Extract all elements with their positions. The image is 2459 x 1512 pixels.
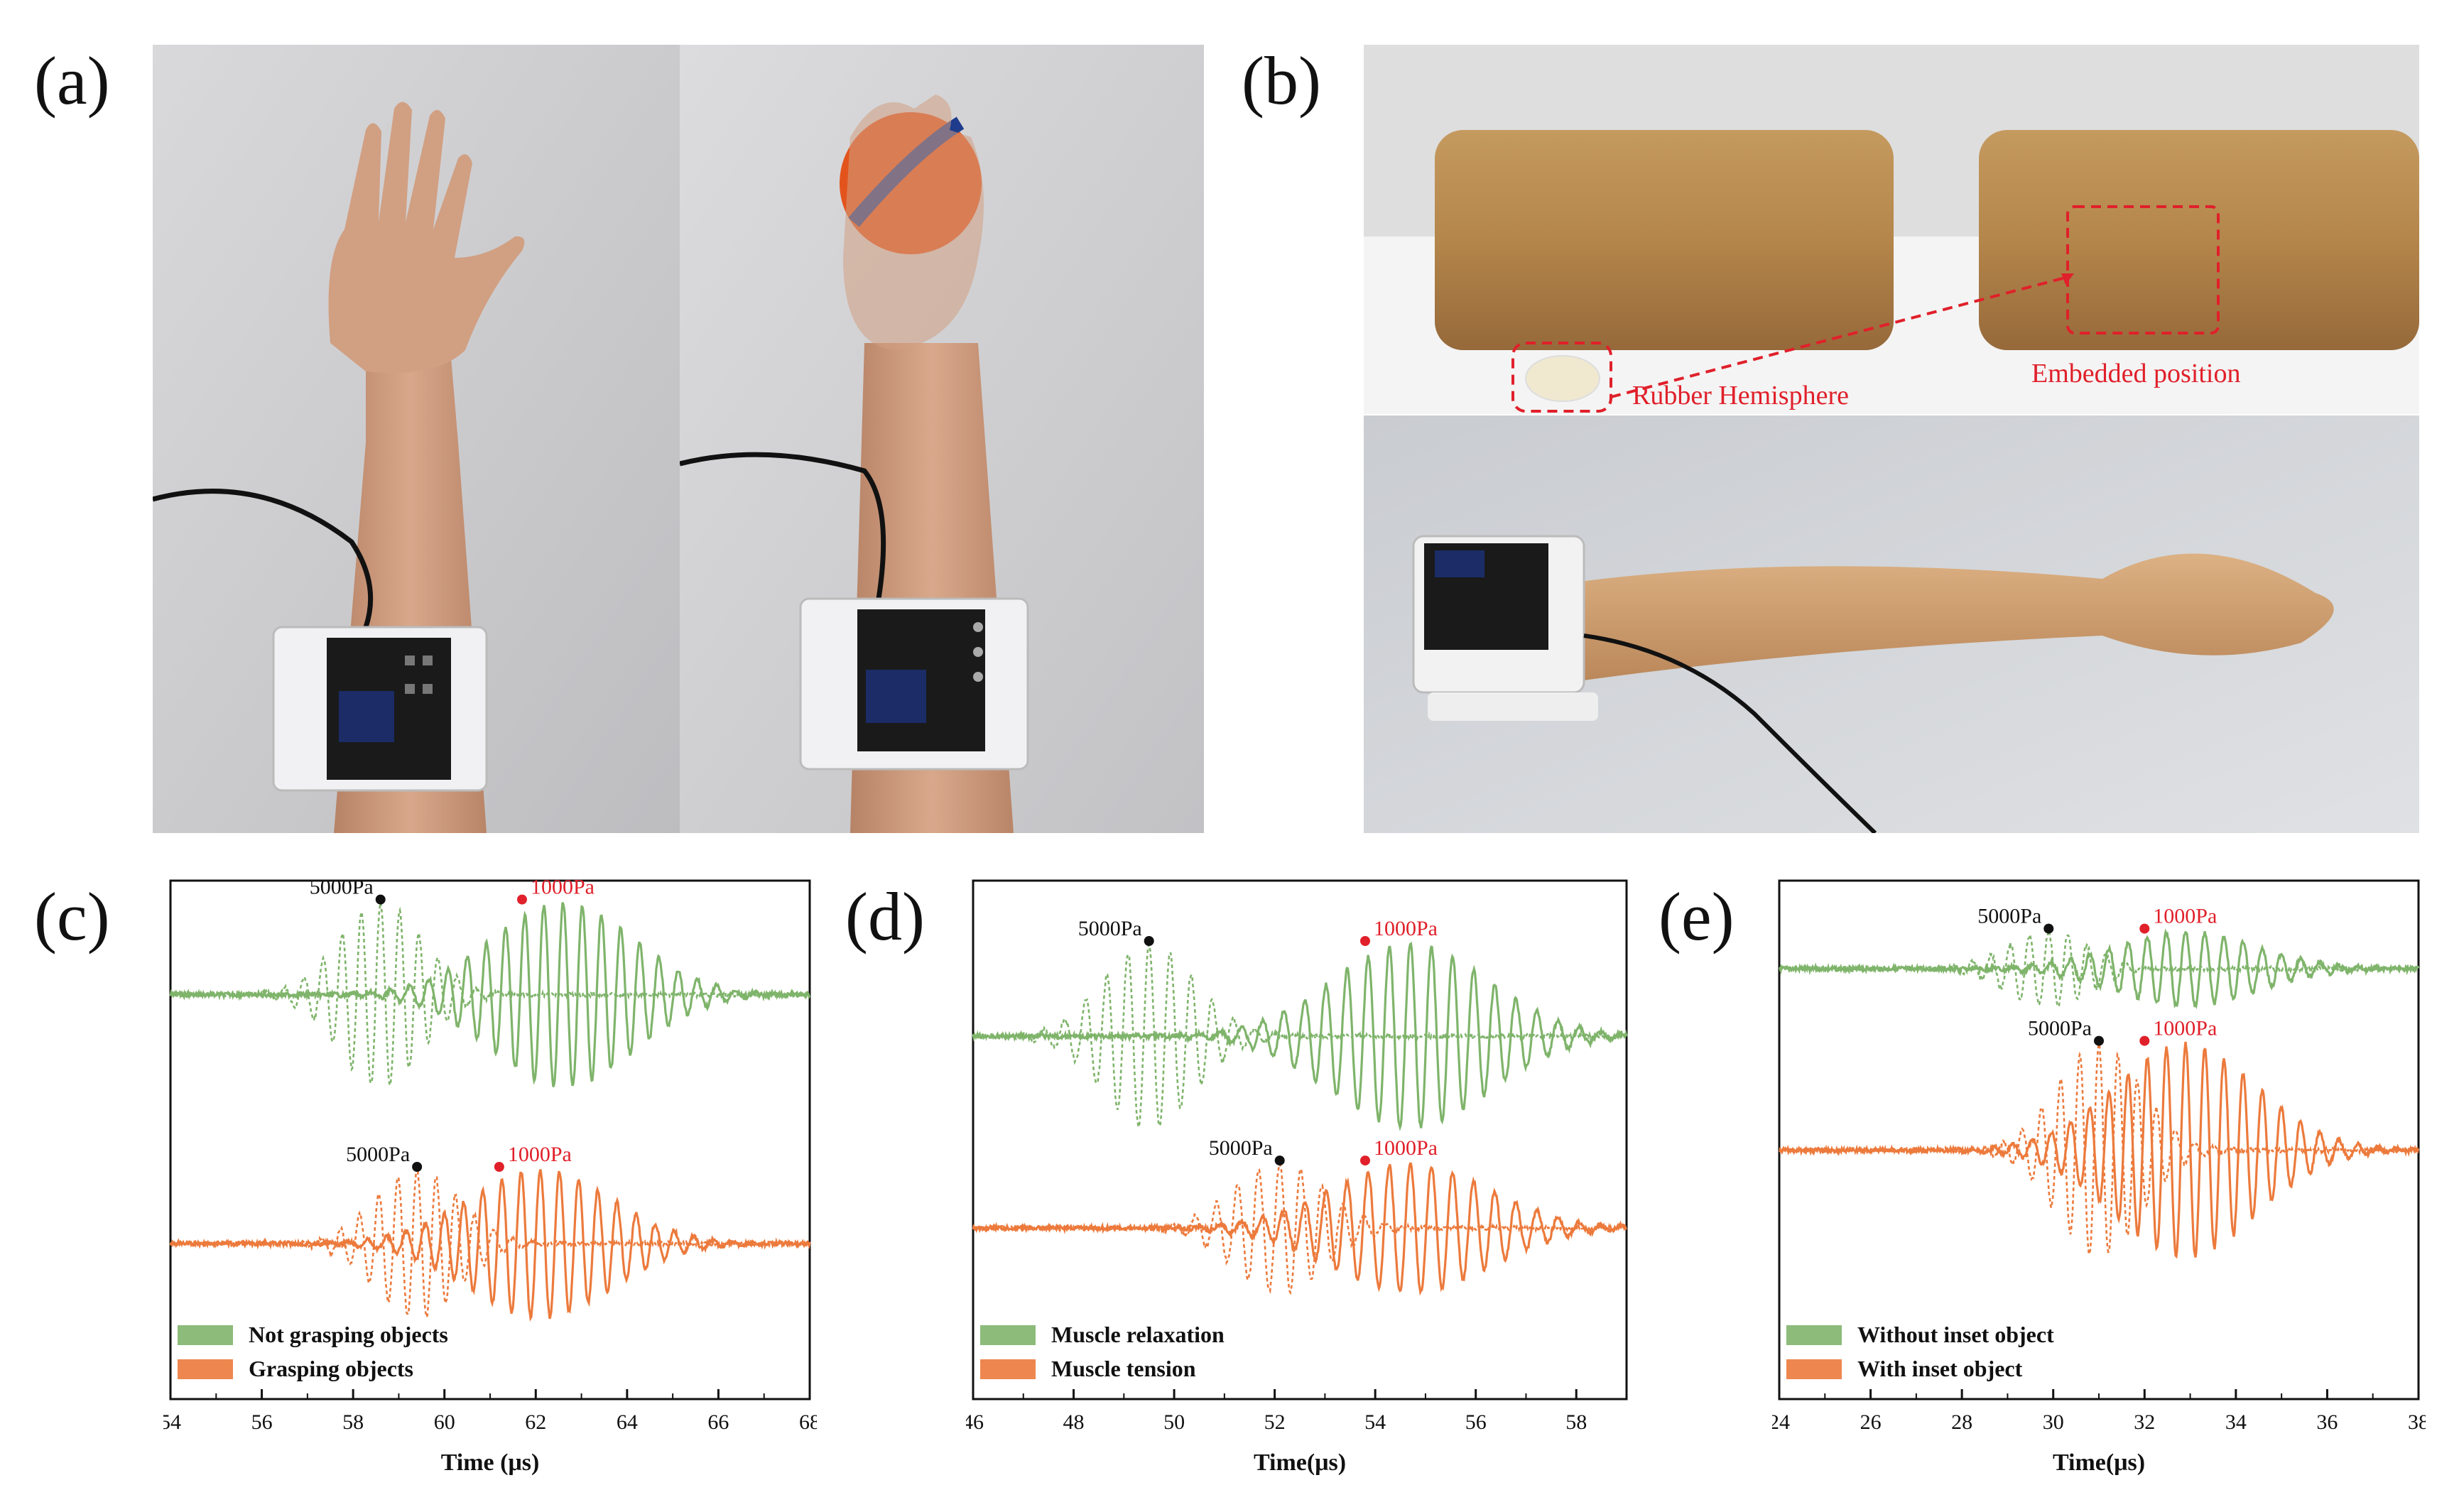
peak-marker bbox=[1274, 1155, 1285, 1166]
panel-label-b: (b) bbox=[1242, 43, 1321, 119]
legend-label: Grasping objects bbox=[249, 1356, 413, 1381]
x-tick-label: 66 bbox=[707, 1410, 729, 1434]
chart-d: 5000Pa 1000Pa 5000Pa 1000Pa Muscle relaxatio… bbox=[966, 879, 1628, 1476]
peak-annotation: 5000Pa bbox=[310, 876, 374, 899]
peak-annotation: 5000Pa bbox=[2028, 1017, 2092, 1040]
peak-marker bbox=[1144, 936, 1154, 946]
peak-annotation: 1000Pa bbox=[1374, 917, 1438, 940]
x-tick-label: 68 bbox=[799, 1410, 817, 1434]
x-axis-label: Time(μs) bbox=[1254, 1450, 1346, 1476]
legend-label: Not grasping objects bbox=[249, 1322, 448, 1347]
plot-frame bbox=[972, 879, 1628, 1400]
legend-swatch bbox=[178, 1359, 233, 1379]
peak-marker bbox=[2139, 1035, 2150, 1046]
peak-annotation: 1000Pa bbox=[2153, 1017, 2217, 1040]
legend-swatch bbox=[980, 1359, 1036, 1379]
legend-label: Muscle tension bbox=[1051, 1356, 1196, 1381]
x-tick-label: 30 bbox=[2043, 1410, 2064, 1434]
x-tick-label: 62 bbox=[525, 1410, 546, 1434]
embedding-arrowhead bbox=[2061, 273, 2074, 285]
panel-label-e: (e) bbox=[1659, 879, 1735, 954]
photo-prosthetic-arm-with-device bbox=[1364, 415, 2419, 833]
photo-open-hand bbox=[153, 45, 680, 833]
x-tick-label: 34 bbox=[2225, 1410, 2247, 1434]
legend-label: With inset object bbox=[1857, 1356, 2023, 1381]
x-tick-label: 24 bbox=[1772, 1410, 1790, 1434]
peak-marker bbox=[1360, 936, 1370, 946]
panel-label-a: (a) bbox=[34, 43, 110, 119]
peak-marker bbox=[2043, 923, 2054, 934]
x-tick-label: 52 bbox=[1264, 1410, 1286, 1434]
peak-annotation: 5000Pa bbox=[1209, 1136, 1273, 1160]
series-upper-solid-line bbox=[169, 902, 811, 1087]
series-lower-solid-line bbox=[972, 1162, 1627, 1296]
x-tick-label: 48 bbox=[1063, 1410, 1085, 1434]
series-lower-solid-line bbox=[1779, 1041, 2420, 1259]
peak-annotation: 5000Pa bbox=[1977, 905, 2041, 928]
legend-label: Muscle relaxation bbox=[1051, 1322, 1225, 1347]
series-lower-solid-line bbox=[169, 1169, 811, 1322]
x-tick-label: 54 bbox=[1364, 1410, 1386, 1434]
x-axis-label: Time(μs) bbox=[2053, 1450, 2145, 1476]
x-tick-label: 46 bbox=[966, 1410, 984, 1434]
series-upper-solid-line bbox=[972, 941, 1628, 1131]
peak-marker bbox=[2139, 923, 2150, 934]
photo-grasping-ball bbox=[680, 45, 1204, 833]
peak-marker bbox=[2094, 1035, 2104, 1046]
legend-label: Without inset object bbox=[1857, 1322, 2054, 1347]
panel-label-c: (c) bbox=[34, 879, 110, 954]
peak-annotation: 1000Pa bbox=[1374, 1136, 1438, 1160]
peak-annotation: 5000Pa bbox=[346, 1143, 410, 1166]
peak-annotation: 1000Pa bbox=[508, 1143, 572, 1166]
peak-marker bbox=[412, 1162, 423, 1172]
peak-annotation: 5000Pa bbox=[1078, 917, 1142, 940]
photo-forearm-hemisphere bbox=[1364, 45, 1894, 414]
series-upper-solid-line bbox=[1779, 928, 2420, 1010]
peak-annotation: 1000Pa bbox=[2153, 905, 2217, 928]
peak-annotation: 1000Pa bbox=[531, 876, 595, 899]
x-tick-label: 60 bbox=[434, 1410, 455, 1434]
embedding-arrow-line bbox=[1610, 275, 2071, 398]
photo-forearm-embedded bbox=[1894, 45, 2419, 414]
x-tick-label: 28 bbox=[1951, 1410, 1972, 1434]
x-tick-label: 54 bbox=[163, 1410, 181, 1434]
embedded-position-label: Embedded position bbox=[2031, 359, 2240, 388]
legend-swatch bbox=[980, 1325, 1036, 1345]
peak-marker bbox=[494, 1162, 504, 1172]
x-tick-label: 56 bbox=[251, 1410, 273, 1434]
chart-e: 5000Pa 1000Pa 5000Pa 1000Pa Without inset ob… bbox=[1772, 879, 2426, 1476]
x-tick-label: 64 bbox=[617, 1410, 638, 1434]
x-tick-label: 36 bbox=[2316, 1410, 2338, 1434]
x-tick-label: 38 bbox=[2408, 1410, 2426, 1434]
legend-swatch bbox=[178, 1325, 233, 1345]
rubber-hemisphere-label: Rubber Hemisphere bbox=[1632, 381, 1849, 410]
x-tick-label: 32 bbox=[2134, 1410, 2155, 1434]
x-tick-label: 56 bbox=[1465, 1410, 1487, 1434]
x-tick-label: 58 bbox=[342, 1410, 364, 1434]
legend-swatch bbox=[1786, 1325, 1842, 1345]
legend-swatch bbox=[1786, 1359, 1842, 1379]
x-tick-label: 50 bbox=[1163, 1410, 1185, 1434]
panel-label-d: (d) bbox=[845, 879, 925, 954]
x-tick-label: 26 bbox=[1860, 1410, 1882, 1434]
x-tick-label: 58 bbox=[1565, 1410, 1587, 1434]
series-upper-dashed-line bbox=[1778, 929, 2420, 1008]
peak-marker bbox=[375, 894, 386, 905]
panel-b-annotations: Rubber Hemisphere Embedded position bbox=[1610, 273, 2240, 410]
x-axis-label: Time (μs) bbox=[441, 1450, 540, 1476]
peak-marker bbox=[517, 894, 527, 905]
chart-c: 5000Pa 1000Pa 5000Pa 1000Pa Not grasping obj… bbox=[163, 876, 817, 1476]
peak-marker bbox=[1360, 1155, 1370, 1166]
